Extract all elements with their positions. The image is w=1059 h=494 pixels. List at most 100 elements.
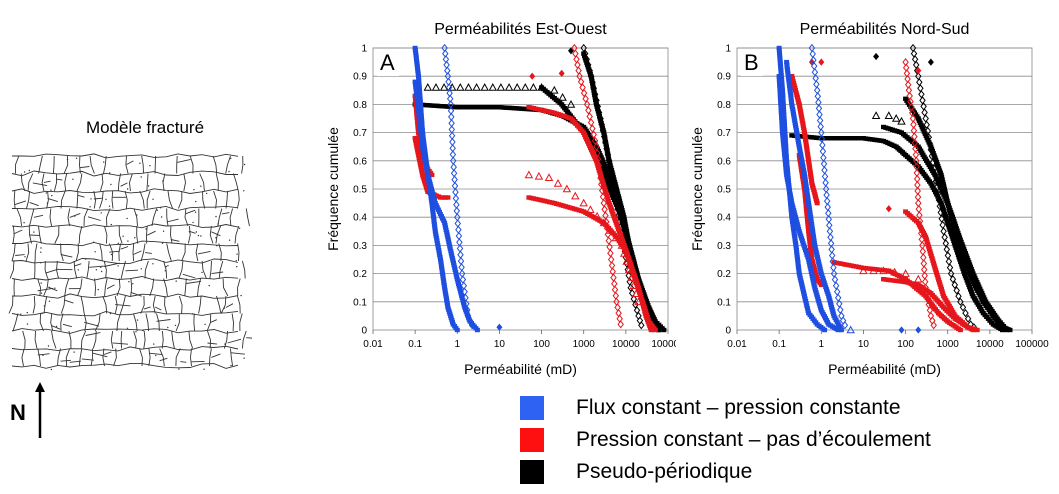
fracture-dot xyxy=(47,345,50,347)
fracture-dot xyxy=(28,169,30,172)
data-point xyxy=(442,220,448,225)
data-point xyxy=(795,135,801,140)
data-point xyxy=(413,84,419,89)
data-point xyxy=(803,179,808,185)
data-point xyxy=(618,216,624,221)
data-point xyxy=(632,300,639,309)
data-point xyxy=(653,321,659,326)
data-point xyxy=(779,123,785,128)
data-point xyxy=(603,189,609,194)
data-point xyxy=(456,284,462,289)
fracture-dot xyxy=(164,270,166,272)
fracture-cross-line xyxy=(209,260,212,279)
data-point xyxy=(798,233,804,239)
fracture-dot xyxy=(174,324,177,327)
data-point xyxy=(873,52,880,61)
data-point xyxy=(803,139,809,145)
data-point xyxy=(790,205,796,210)
data-point xyxy=(791,116,797,121)
data-point xyxy=(804,191,810,196)
data-point xyxy=(635,285,641,290)
data-point xyxy=(790,219,795,225)
data-point xyxy=(429,186,434,192)
fracture-branch-line xyxy=(211,271,224,275)
fracture-cross-line xyxy=(140,295,145,314)
data-point xyxy=(594,102,602,111)
data-point xyxy=(443,225,449,230)
data-point xyxy=(622,227,628,232)
series-pression-dense xyxy=(789,74,820,206)
data-point xyxy=(803,182,809,187)
data-point xyxy=(608,188,614,194)
fracture-dot xyxy=(165,265,167,268)
data-point xyxy=(429,189,435,194)
data-point xyxy=(590,81,595,86)
data-point xyxy=(420,144,426,149)
data-point xyxy=(598,180,605,189)
data-point xyxy=(777,81,783,86)
fracture-cross-line xyxy=(241,330,247,349)
fracture-branch-line xyxy=(33,214,44,218)
data-point xyxy=(801,170,807,175)
fracture-dot xyxy=(40,251,42,253)
data-point xyxy=(811,236,817,241)
fracture-dot xyxy=(45,192,47,194)
data-point xyxy=(803,301,809,306)
fracture-branch-line xyxy=(51,325,61,330)
fracture-cross-line xyxy=(22,330,26,349)
data-point xyxy=(420,146,426,152)
y-tick-label: 0.5 xyxy=(353,185,367,196)
fracture-cross-line xyxy=(125,155,129,174)
fracture-cross-line xyxy=(132,313,138,332)
data-point xyxy=(962,248,968,254)
data-point xyxy=(626,243,632,248)
data-point xyxy=(796,102,802,107)
data-point xyxy=(783,170,789,175)
data-point xyxy=(818,305,824,311)
data-point xyxy=(843,136,849,141)
series-pression-diamond xyxy=(902,57,937,330)
data-point xyxy=(776,74,782,79)
data-point xyxy=(613,220,619,225)
data-point xyxy=(795,137,801,142)
fracture-dot xyxy=(155,354,157,357)
fracture-cross-line xyxy=(141,155,144,174)
data-point xyxy=(633,278,639,283)
data-point xyxy=(583,134,589,140)
fracture-dot xyxy=(20,313,22,315)
fracture-branch-line xyxy=(230,352,245,355)
data-point xyxy=(809,273,815,279)
fracture-cross-line xyxy=(106,208,111,227)
data-point xyxy=(813,290,819,295)
data-point xyxy=(809,224,815,229)
fracture-dot xyxy=(200,235,202,237)
data-point xyxy=(934,270,939,275)
data-point xyxy=(970,279,976,285)
fracture-cross-line xyxy=(29,208,35,227)
series-pseudo-dot xyxy=(873,52,934,66)
data-point xyxy=(596,168,602,173)
data-point xyxy=(779,125,785,130)
fracture-cross-line xyxy=(94,278,96,297)
fracture-dot xyxy=(175,280,177,282)
fracture-cross-line xyxy=(193,313,196,332)
data-point xyxy=(805,219,811,224)
data-point xyxy=(789,104,795,109)
data-point xyxy=(789,217,795,222)
data-point xyxy=(967,284,973,290)
fracture-branch-line xyxy=(84,321,100,327)
data-point xyxy=(790,78,796,84)
fracture-cross-line xyxy=(51,330,57,349)
data-point xyxy=(799,160,805,166)
data-point xyxy=(433,233,439,239)
x-tick-label: 1 xyxy=(455,339,461,350)
data-point xyxy=(780,135,786,140)
data-point xyxy=(812,285,818,290)
data-point xyxy=(801,128,807,133)
chart-title: Perméabilités Est-Ouest xyxy=(434,21,607,38)
data-point xyxy=(785,69,791,74)
data-point xyxy=(794,255,800,260)
data-point xyxy=(797,275,803,281)
fracture-cross-line xyxy=(195,243,199,262)
panel-label: B xyxy=(744,50,759,75)
